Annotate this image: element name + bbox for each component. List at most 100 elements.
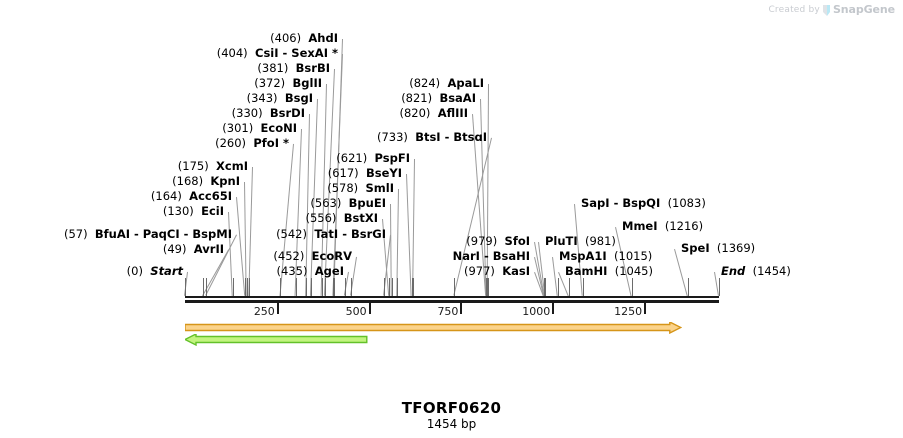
enzyme-name: BsaAI [439,91,476,105]
enzyme-label: (372) BglII [0,77,322,89]
cut-site-tick [543,278,545,296]
cut-site-tick [344,278,346,296]
enzyme-label: NarI - BsaHI [0,250,530,262]
enzyme-label: (175) XcmI [0,160,248,172]
cut-site-tick [334,278,336,296]
leader-line [674,249,688,297]
enzyme-label: (404) CsiI - SexAI * [0,47,338,59]
enzyme-label: (821) BsaAI [0,92,476,104]
enzyme-label: (381) BsrBI [0,62,330,74]
snapgene-logo-icon [822,5,830,16]
enzyme-name: NarI [452,249,480,263]
enzyme-label: (435) AgeI [0,265,344,277]
ruler-tick-mark [552,303,555,314]
enzyme-name: SmlI [365,181,395,195]
enzyme-label: (563) BpuEI [0,197,386,209]
name-separator: - [179,227,193,241]
enzyme-name: KasI [502,264,530,278]
cut-site-tick [384,278,386,296]
enzyme-name: EciI [201,204,224,218]
enzyme-position: (175) [177,159,209,173]
enzyme-name: SapI [581,196,610,210]
cut-site-tick [306,278,308,296]
cut-site-tick [321,278,323,296]
enzyme-name: BspQI [622,196,661,210]
enzyme-position: (0) [126,264,143,278]
enzyme-label: (301) EcoNI [0,122,297,134]
enzyme-position: (542) [276,227,307,241]
enzyme-name: XcmI [216,159,248,173]
enzyme-name: Start [150,264,183,278]
ruler-tick-label: 1250 [614,305,643,318]
ruler-tick-mark [644,303,647,314]
cut-site-tick [185,278,186,296]
enzyme-position: (57) [63,227,88,241]
enzyme-position: (821) [401,91,433,105]
enzyme-position: (556) [305,211,337,225]
enzyme-position: (824) [409,76,441,90]
enzyme-position: (981) [585,234,616,248]
snapgene-watermark: Created by SnapGene [768,3,895,16]
enzyme-position: (343) [246,91,278,105]
cut-site-tick [454,278,456,296]
enzyme-position: (621) [336,151,368,165]
enzyme-name: KpnI [210,174,240,188]
enzyme-position: (1045) [614,264,653,278]
enzyme-label: (824) ApaLI [0,77,484,89]
cut-site-tick [246,278,248,296]
ruler-tick-label: 750 [437,305,459,318]
enzyme-label: BamHI (1045) [565,265,653,277]
cut-site-tick [202,278,204,296]
enzyme-position: (1454) [752,264,791,278]
cut-site-tick [397,278,399,296]
sequence-backbone-bottom [185,300,719,303]
enzyme-position: (733) [376,130,408,144]
name-separator: - [278,46,292,60]
enzyme-name: AvrII [193,242,224,256]
enzyme-position: (164) [150,189,182,203]
enzyme-label: (406) AhdI [0,32,338,44]
cut-site-tick [545,278,547,296]
enzyme-position: (372) [254,76,286,90]
enzyme-name: MmeI [622,219,658,233]
enzyme-position: (578) [327,181,359,195]
enzyme-label: (733) BtsI - BtsɑI [0,131,487,143]
enzyme-position: (977) [463,264,495,278]
enzyme-name: MspA1I [559,249,607,263]
enzyme-name: AgeI [314,264,344,278]
enzyme-label: (343) BsgI [0,92,313,104]
enzyme-position: (404) [216,46,248,60]
enzyme-name: BglII [292,76,323,90]
enzyme-name: EcoRV [311,249,352,263]
enzyme-position: (260) [215,136,247,150]
cut-site-tick [389,278,391,296]
enzyme-name: SfoI [504,234,530,248]
cut-site-tick [487,278,489,296]
enzyme-position: (617) [327,166,359,180]
enzyme-name: PaqCI [142,227,180,241]
cut-site-tick [582,278,584,296]
enzyme-label: (979) SfoI [0,235,530,247]
enzyme-name: BstXI [343,211,378,225]
cut-site-tick [411,278,413,296]
enzyme-name: TatI [314,227,339,241]
ruler-tick-mark [276,303,279,314]
enzyme-name: SpeI [681,241,710,255]
enzyme-name: BsgI [284,91,313,105]
name-separator: - [440,130,454,144]
cut-site-tick [351,278,352,296]
ruler-tick-label: 500 [345,305,367,318]
enzyme-position: (49) [162,242,187,256]
enzyme-label: (260) PfoI * [0,137,289,149]
watermark-brand: SnapGene [832,3,895,16]
cut-site-tick [391,278,393,296]
feature-arrow-cds-reverse[interactable] [185,334,368,346]
name-separator: - [130,227,143,241]
cut-site-tick [413,278,415,296]
feature-arrow-orf-forward[interactable] [185,322,682,334]
ruler-tick-mark [460,303,463,314]
enzyme-label: PluTI (981) [545,235,616,247]
enzyme-position: (563) [310,196,342,210]
enzyme-position: (1369) [716,241,756,255]
enzyme-label: (0) Start [0,265,183,277]
